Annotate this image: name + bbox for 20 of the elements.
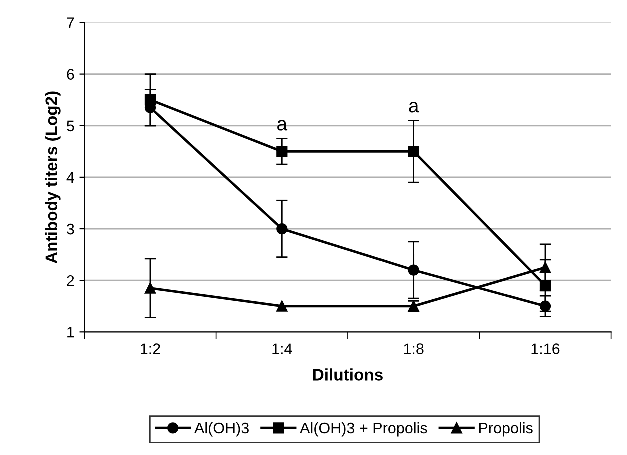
y-tick-label: 3 — [67, 224, 74, 235]
y-tick-label: 5 — [67, 120, 74, 132]
legend-label: Propolis — [479, 422, 533, 437]
y-tick-label: 2 — [67, 275, 74, 286]
x-tick-label: 1:16 — [532, 344, 560, 354]
y-tick-label: 7 — [67, 18, 74, 28]
annotation: a — [409, 102, 420, 113]
x-axis-title: Dilutions — [313, 368, 383, 381]
y-axis-title: Antibody titers (Log2) — [45, 92, 61, 264]
y-tick-label: 6 — [67, 69, 74, 80]
point — [144, 94, 156, 106]
annotation: a — [278, 120, 288, 131]
y-tick-label: 4 — [66, 172, 74, 183]
x-tick-label: 1:4 — [272, 344, 292, 354]
legend-label: Al(OH)3 + Propolis — [300, 422, 428, 437]
y-tick-label: 1 — [68, 327, 74, 338]
x-tick-label: 1:8 — [404, 344, 424, 354]
legend-label: Al(OH)3 — [194, 422, 249, 437]
x-tick-label: 1:2 — [141, 344, 160, 354]
point — [276, 300, 288, 312]
